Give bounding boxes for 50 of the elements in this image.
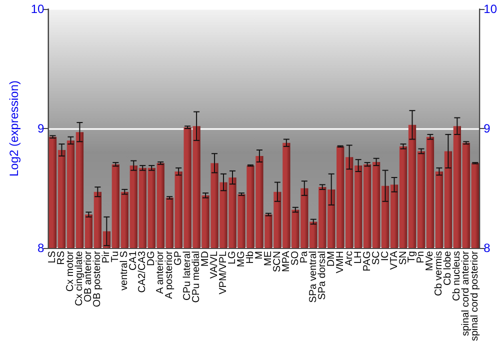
y2-tick-label: 10 (484, 2, 498, 16)
y-tick-label: 10 (30, 2, 45, 16)
y2-tick-label: 8 (484, 241, 491, 255)
x-tick-label: Arc (344, 251, 355, 266)
x-tick-label: Pn (416, 251, 427, 264)
x-tick-label: DM (326, 251, 337, 267)
y-tick-label: 8 (38, 241, 45, 255)
x-tick-label: GP (173, 250, 184, 266)
y2-tick-label: 9 (484, 122, 491, 136)
x-tick-label: OB anterior (83, 250, 94, 302)
x-tick-label: PAG (362, 250, 373, 272)
x-tick-label: Pa (298, 250, 310, 264)
x-tick-label: Tg (406, 251, 418, 263)
x-tick-label: M (254, 251, 265, 260)
y-tick-label: 9 (38, 122, 45, 136)
y-axis-title: Log2 (expression) (7, 80, 21, 177)
x-tick-label: LG (226, 250, 238, 264)
x-tick-label: ME (262, 250, 274, 266)
x-tick-label: MPA (280, 250, 292, 272)
x-tick-label: OB posterior (92, 250, 104, 308)
x-tick-label: Cb nucleus (452, 251, 463, 302)
x-tick-label: Cx cingulate (74, 250, 86, 306)
x-tick-label: SPa dorsal (316, 251, 328, 300)
x-tick-label: LS (47, 250, 58, 264)
x-tick-label: Pir (101, 250, 112, 264)
x-tick-label: MVe (424, 250, 436, 272)
x-tick-label: CPu medial (191, 251, 202, 303)
x-tick-label: SC (370, 251, 382, 265)
x-tick-label: A anterior (155, 250, 166, 294)
x-tick-label: SN (398, 251, 409, 265)
x-tick-label: SCN (272, 251, 283, 272)
x-tick-label: spinal cord anterior (460, 250, 472, 336)
x-tick-label: SPa ventral (308, 251, 319, 303)
x-tick-label: VTA (388, 250, 400, 270)
x-tick-label: CA1 (128, 250, 140, 270)
x-tick-label: Tu (110, 251, 122, 262)
x-tick-label: DG (146, 250, 158, 266)
x-tick-label: ventral S (119, 250, 130, 290)
x-tick-label: IC (380, 251, 391, 261)
x-tick-label: VMH (334, 251, 346, 274)
x-tick-label: LH (352, 251, 364, 264)
x-tick-label: MG (236, 250, 247, 268)
x-tick-label: Hb (244, 250, 256, 264)
x-tick-label: SO (290, 250, 301, 266)
x-tick-label: RS (56, 250, 68, 265)
x-tick-label: VPM/VPL (218, 250, 230, 294)
x-tick-label: A posterior (164, 250, 176, 299)
x-tick-label: Cb lobe (442, 250, 454, 286)
x-tick-label: spinal cord posterior (470, 250, 481, 342)
x-tick-label: CA2/CA3 (137, 250, 148, 293)
